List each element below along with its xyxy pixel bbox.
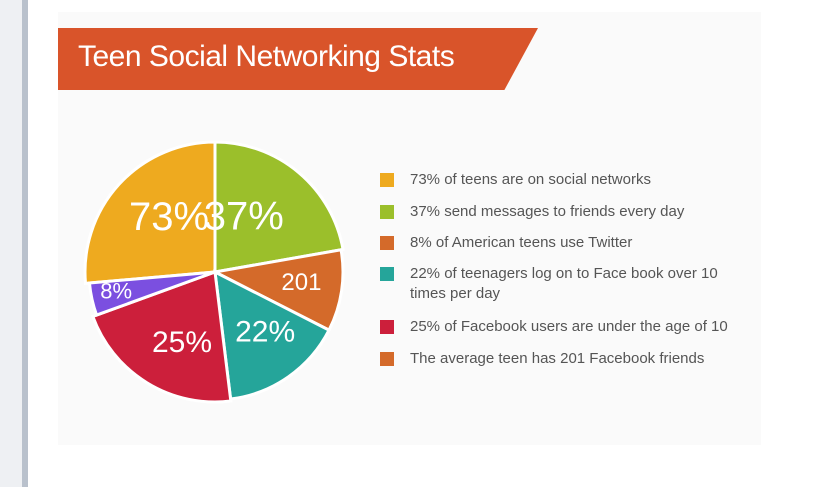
legend-item-1: 37% send messages to friends every day — [380, 202, 750, 222]
legend-swatch — [380, 173, 394, 187]
page-rule — [22, 0, 28, 487]
legend-label: 8% of American teens use Twitter — [410, 234, 633, 251]
slice-label-5: 8% — [100, 278, 132, 303]
legend-item-2: 8% of American teens use Twitter — [380, 233, 750, 253]
legend-label: The average teen has 201 Facebook friend… — [410, 350, 705, 367]
legend-swatch — [380, 320, 394, 334]
title-banner — [58, 28, 538, 90]
pie-slice-2 — [210, 248, 345, 333]
slice-label-0: 73% — [129, 195, 209, 239]
legend-item-3: 22% of teenagers log on to Face book ove… — [380, 264, 730, 304]
legend-swatch — [380, 352, 394, 366]
pie-slice-3 — [213, 269, 332, 401]
legend-label: 22% of teenagers log on to Face book ove… — [410, 265, 718, 302]
legend-item-4: 25% of Facebook users are under the age … — [380, 317, 750, 337]
pie-slice-0 — [83, 140, 217, 285]
slice-label-4: 25% — [152, 326, 212, 359]
pie-slice-1 — [213, 140, 345, 274]
pie-slice-5 — [87, 270, 216, 318]
slice-label-3: 22% — [235, 315, 295, 348]
chart-title: Teen Social Networking Stats — [78, 40, 455, 73]
slice-label-1: 37% — [204, 195, 284, 239]
legend-swatch — [380, 267, 394, 281]
page-gutter — [0, 0, 22, 487]
legend-item-0: 73% of teens are on social networks — [380, 170, 750, 190]
legend-label: 25% of Facebook users are under the age … — [410, 318, 728, 335]
legend-label: 37% send messages to friends every day — [410, 203, 685, 220]
legend-swatch — [380, 205, 394, 219]
legend-swatch — [380, 236, 394, 250]
legend-label: 73% of teens are on social networks — [410, 171, 651, 188]
slice-label-2: 201 — [281, 269, 321, 296]
legend-item-5: The average teen has 201 Facebook friend… — [380, 349, 750, 369]
